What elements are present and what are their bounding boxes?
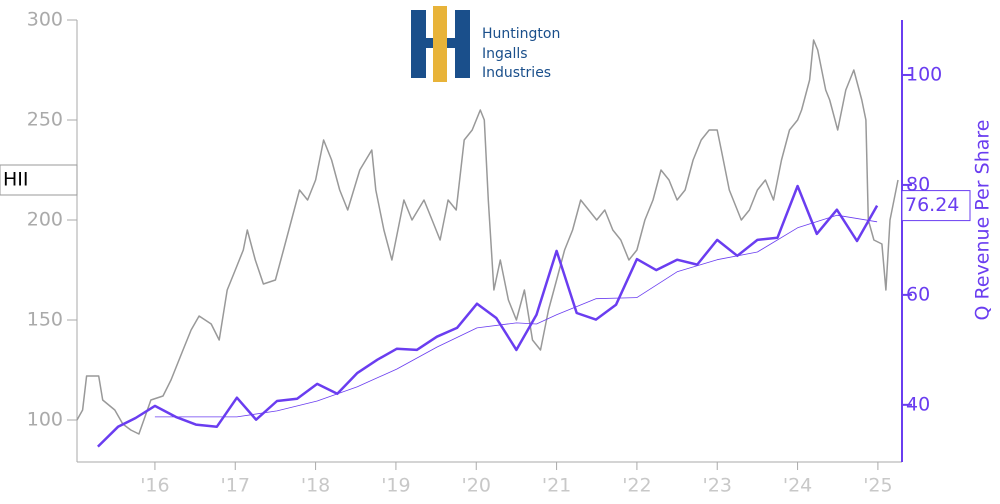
series-line [154,214,878,418]
series-line [97,184,879,448]
y2-tick-label: 100 [906,63,942,85]
y2-tick-label: 40 [906,393,930,415]
logo-text: Huntington [482,26,560,42]
x-tick-label: '21 [542,475,571,497]
x-tick-label: '16 [140,475,169,497]
x-tick-label: '17 [221,475,250,497]
series-line [76,39,899,435]
logo-text: Industries [482,65,551,81]
series-tag: HII [3,169,29,191]
y-tick-label: 250 [27,109,63,131]
x-tick-label: '23 [703,475,732,497]
x-tick-label: '19 [381,475,410,497]
value-tag: 76.24 [905,194,959,216]
y2-axis-label: Q Revenue Per Share [972,120,994,321]
x-tick-label: '24 [783,475,812,497]
x-tick-label: '18 [301,475,330,497]
y-tick-label: 300 [27,9,63,31]
value-tag-box [901,190,971,222]
y-tick-label: 100 [27,409,63,431]
logo-icon [411,6,470,82]
y-tick-label: 150 [27,309,63,331]
x-tick-label: '25 [863,475,892,497]
y-tick-label: 200 [27,209,63,231]
y2-tick-label: 80 [906,173,930,195]
x-tick-label: '20 [462,475,491,497]
x-tick-label: '22 [622,475,651,497]
y2-tick-label: 60 [906,283,930,305]
logo-text: Ingalls [482,46,528,62]
series-tag-box [0,164,78,196]
